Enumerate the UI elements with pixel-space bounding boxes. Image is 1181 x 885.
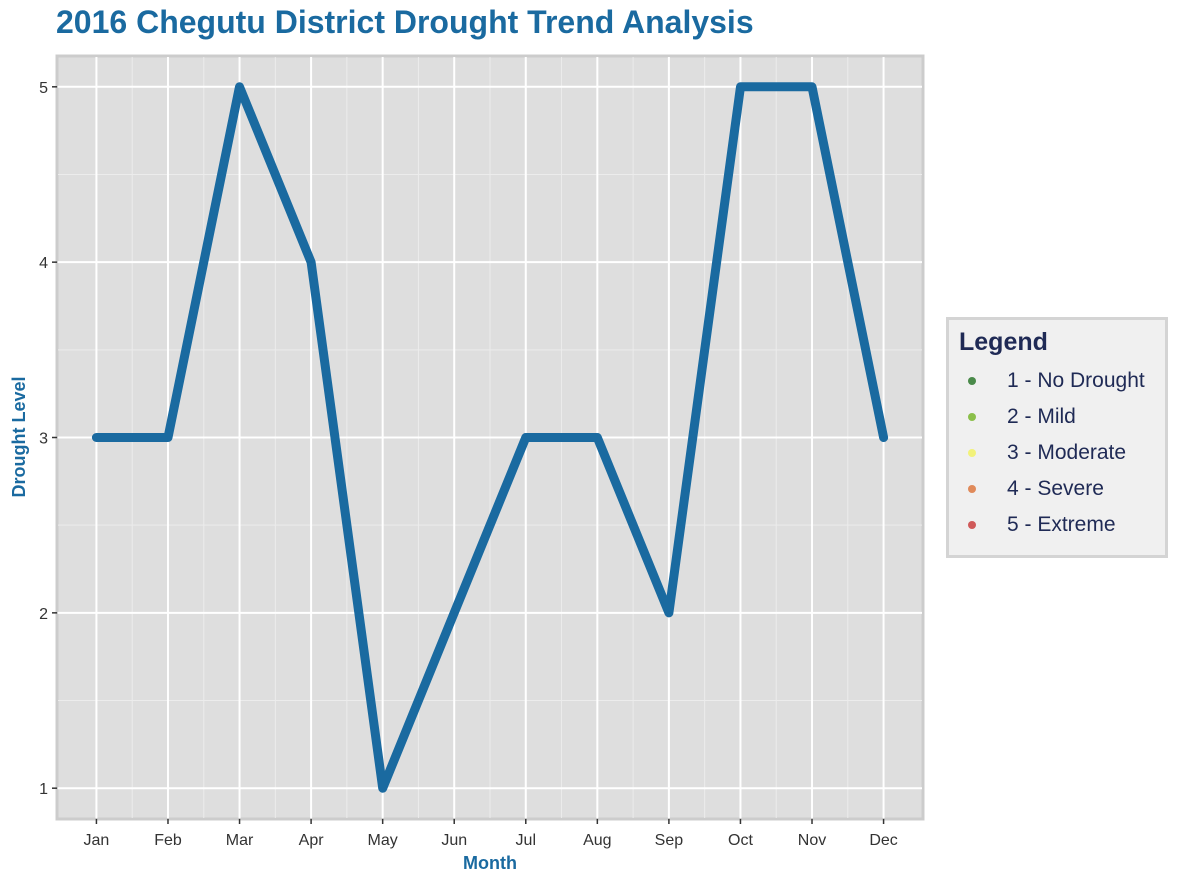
legend-items: 1 - No Drought 2 - Mild 3 - Moderate 4 - Se… [959,363,1165,543]
y-axis-title: Drought Level [9,376,29,497]
x-tick-label: Jan [84,832,110,849]
x-tick-label: Dec [869,832,897,849]
x-tick-labels: Jan Feb Mar Apr May Jun Jul Aug Sep Oct Nov Dec [84,832,898,849]
legend-item: 2 - Mild [959,399,1165,435]
legend-swatch [959,485,985,493]
x-tick-label: Feb [154,832,182,849]
y-tick-label: 2 [39,606,48,623]
x-tick-label: Mar [226,832,254,849]
legend-swatch [959,377,985,385]
x-tick-label: Jun [441,832,467,849]
y-tick-label: 4 [39,255,48,272]
x-tick-label: Oct [728,832,753,849]
y-tick-labels: 1 2 3 4 5 [39,80,48,798]
legend-dot-icon [968,521,976,529]
series-line [91,82,889,793]
series-layer [91,82,889,793]
x-tick-label: Apr [299,832,325,849]
legend-item: 3 - Moderate [959,435,1165,471]
y-tick-label: 3 [39,431,48,448]
legend-swatch [959,413,985,421]
legend-label: 2 - Mild [1007,405,1076,428]
axis-ticks [52,86,885,824]
legend-item: 5 - Extreme [959,507,1165,543]
x-tick-label: May [368,832,398,849]
x-tick-label: Sep [655,832,684,849]
legend-label: 5 - Extreme [1007,513,1116,536]
y-tick-label: 1 [39,781,48,798]
legend-swatch [959,449,985,457]
legend: Legend 1 - No Drought 2 - Mild 3 - Moderat… [946,317,1168,558]
x-tick-label: Aug [583,832,611,849]
legend-label: 3 - Moderate [1007,441,1127,464]
legend-dot-icon [968,485,976,493]
legend-item: 4 - Severe [959,471,1165,507]
x-tick-label: Jul [516,832,536,849]
legend-swatch [959,521,985,529]
legend-dot-icon [968,413,976,421]
y-tick-label: 5 [39,80,48,97]
legend-dot-icon [968,449,976,457]
x-axis-title: Month [463,853,517,873]
legend-item: 1 - No Drought [959,363,1165,399]
legend-title: Legend [959,328,1048,356]
chart-title: 2016 Chegutu District Drought Trend Anal… [56,4,754,40]
legend-label: 4 - Severe [1007,477,1104,500]
legend-label: 1 - No Drought [1007,369,1145,392]
x-tick-label: Nov [798,832,826,849]
legend-dot-icon [968,377,976,385]
